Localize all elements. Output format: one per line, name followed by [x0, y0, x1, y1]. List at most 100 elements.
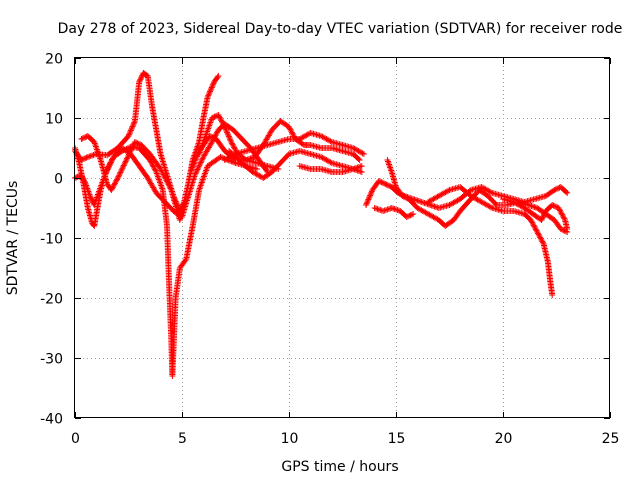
data-point [130, 120, 137, 127]
data-point [406, 212, 413, 219]
data-point [360, 151, 367, 157]
x-tick-label: 0 [71, 431, 80, 447]
data-point [532, 226, 539, 233]
data-point [102, 170, 109, 177]
data-point [403, 194, 410, 201]
data-point [537, 234, 544, 241]
data-point [88, 196, 95, 203]
data-point [229, 141, 236, 148]
data-point [445, 187, 452, 194]
data-point [358, 163, 365, 169]
data-point [116, 172, 123, 179]
data-point [195, 163, 202, 170]
data-point [549, 202, 556, 208]
data-point [124, 154, 131, 161]
data-point [539, 239, 546, 246]
data-point [215, 112, 222, 118]
data-point [211, 133, 218, 140]
data-point [541, 210, 548, 217]
data-point [563, 189, 570, 195]
data-point [403, 214, 410, 220]
data-point [217, 116, 224, 122]
data-point [118, 166, 125, 173]
x-tick-label: 5 [178, 431, 187, 447]
data-point [557, 209, 564, 215]
x-tick-label: 10 [281, 431, 299, 447]
data-point [105, 165, 112, 172]
data-point [288, 128, 295, 134]
data-point [225, 132, 232, 139]
data-point [561, 215, 568, 222]
data-point [188, 166, 195, 173]
data-point [410, 211, 417, 217]
data-point [218, 118, 225, 125]
data-point [534, 230, 541, 237]
data-point [79, 174, 86, 181]
data-point [550, 202, 557, 209]
series-sat-track-6 [221, 130, 367, 163]
data-point [191, 172, 198, 178]
data-point [487, 189, 494, 196]
data-point [210, 136, 217, 143]
data-point [208, 85, 215, 92]
data-point [378, 179, 385, 186]
data-point [161, 174, 168, 181]
data-point [101, 172, 108, 178]
data-point [151, 166, 158, 173]
data-point [210, 114, 217, 121]
data-point [190, 160, 197, 167]
data-point [196, 162, 203, 169]
data-point [206, 89, 213, 96]
data-point [195, 165, 202, 172]
data-point [134, 140, 141, 147]
data-point [219, 120, 226, 126]
data-point [108, 158, 115, 165]
data-point [358, 169, 365, 175]
data-point [192, 156, 199, 163]
data-point [81, 178, 88, 185]
data-point [131, 119, 138, 126]
data-point [366, 193, 373, 200]
data-point [538, 237, 545, 243]
data-point [216, 113, 223, 120]
data-point [540, 213, 547, 220]
data-point [152, 167, 159, 174]
y-axis-title: SDTVAR / TECUs [5, 181, 21, 296]
data-point [111, 180, 118, 187]
data-point [564, 226, 571, 232]
data-point [120, 162, 127, 169]
series-sat-track-7 [226, 148, 365, 181]
data-point [356, 157, 363, 163]
data-point [122, 159, 129, 166]
data-point [538, 217, 545, 223]
data-point [216, 114, 223, 121]
data-point [118, 168, 125, 175]
series-sat-track-8 [296, 163, 365, 175]
data-point [355, 156, 362, 162]
data-point [226, 134, 233, 141]
data-point [559, 226, 566, 233]
data-point [160, 171, 167, 178]
data-point [130, 122, 137, 129]
data-point [550, 187, 557, 194]
data-point [192, 157, 199, 164]
data-point [228, 140, 235, 147]
data-point [529, 219, 536, 226]
data-point [191, 159, 198, 166]
data-point [327, 138, 334, 145]
data-point [213, 129, 220, 136]
data-point [80, 134, 87, 141]
data-point [383, 181, 390, 188]
data-point [103, 169, 110, 176]
data-point [399, 193, 406, 199]
data-point [79, 135, 86, 142]
data-point [384, 182, 391, 189]
data-point [209, 137, 216, 144]
data-point [120, 163, 127, 170]
data-point [221, 122, 228, 129]
plot-frame [74, 57, 610, 418]
y-tick-label: -30 [40, 352, 63, 368]
data-point [560, 227, 567, 234]
data-point [557, 226, 564, 232]
data-point [87, 194, 94, 201]
